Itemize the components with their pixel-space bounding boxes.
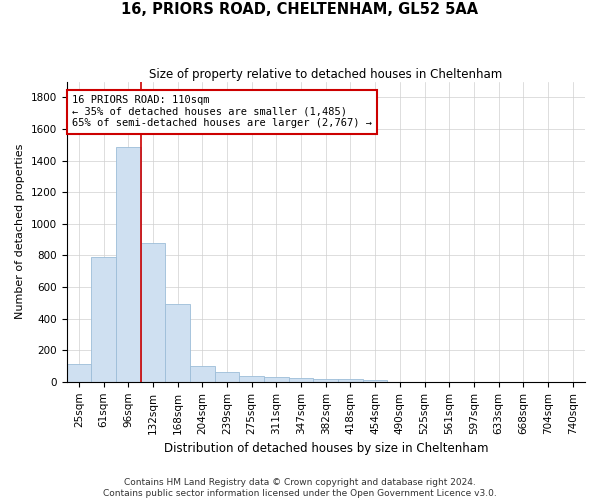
Text: Contains HM Land Registry data © Crown copyright and database right 2024.
Contai: Contains HM Land Registry data © Crown c… [103, 478, 497, 498]
Bar [91, 257, 116, 382]
Bar [313, 378, 338, 382]
Bar [264, 377, 289, 382]
Bar [338, 380, 363, 382]
Text: 16, PRIORS ROAD, CHELTENHAM, GL52 5AA: 16, PRIORS ROAD, CHELTENHAM, GL52 5AA [121, 2, 479, 18]
Bar [116, 147, 140, 382]
Text: 16 PRIORS ROAD: 110sqm
← 35% of detached houses are smaller (1,485)
65% of semi-: 16 PRIORS ROAD: 110sqm ← 35% of detached… [72, 95, 372, 128]
Bar [165, 304, 190, 382]
Bar [363, 380, 388, 382]
Title: Size of property relative to detached houses in Cheltenham: Size of property relative to detached ho… [149, 68, 502, 80]
Bar [289, 378, 313, 382]
Bar [190, 366, 215, 382]
Bar [239, 376, 264, 382]
X-axis label: Distribution of detached houses by size in Cheltenham: Distribution of detached houses by size … [164, 442, 488, 455]
Bar [140, 243, 165, 382]
Bar [67, 364, 91, 382]
Bar [215, 372, 239, 382]
Y-axis label: Number of detached properties: Number of detached properties [15, 144, 25, 320]
